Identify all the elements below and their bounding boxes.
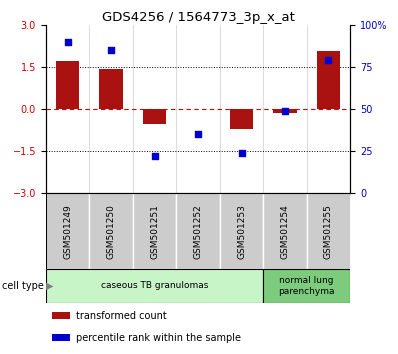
Bar xyxy=(316,51,340,109)
Text: GSM501253: GSM501253 xyxy=(237,204,246,259)
Point xyxy=(195,131,201,137)
Bar xyxy=(133,193,176,269)
Text: ▶: ▶ xyxy=(46,281,54,291)
Point xyxy=(282,108,288,113)
Bar xyxy=(263,269,350,303)
Bar xyxy=(46,269,263,303)
Text: cell type: cell type xyxy=(2,281,44,291)
Title: GDS4256 / 1564773_3p_x_at: GDS4256 / 1564773_3p_x_at xyxy=(101,11,295,24)
Bar xyxy=(307,193,350,269)
Text: GSM501249: GSM501249 xyxy=(63,204,72,259)
Bar xyxy=(263,193,307,269)
Text: percentile rank within the sample: percentile rank within the sample xyxy=(76,332,241,343)
Text: GSM501255: GSM501255 xyxy=(324,204,333,259)
Bar xyxy=(52,312,70,319)
Bar xyxy=(273,109,297,113)
Bar xyxy=(52,334,70,341)
Text: GSM501251: GSM501251 xyxy=(150,204,159,259)
Point xyxy=(108,47,114,53)
Bar xyxy=(176,193,220,269)
Text: transformed count: transformed count xyxy=(76,311,167,321)
Text: normal lung
parenchyma: normal lung parenchyma xyxy=(279,276,335,296)
Text: GSM501254: GSM501254 xyxy=(281,204,289,259)
Text: GSM501252: GSM501252 xyxy=(193,204,203,259)
Point xyxy=(151,153,158,159)
Text: caseous TB granulomas: caseous TB granulomas xyxy=(101,281,208,290)
Bar xyxy=(142,109,166,124)
Bar xyxy=(230,109,254,129)
Point xyxy=(64,39,71,44)
Point xyxy=(325,57,332,63)
Bar xyxy=(56,61,80,109)
Bar xyxy=(220,193,263,269)
Bar xyxy=(46,193,89,269)
Bar xyxy=(89,193,133,269)
Text: GSM501250: GSM501250 xyxy=(107,204,115,259)
Bar xyxy=(99,69,123,109)
Point xyxy=(238,150,245,155)
